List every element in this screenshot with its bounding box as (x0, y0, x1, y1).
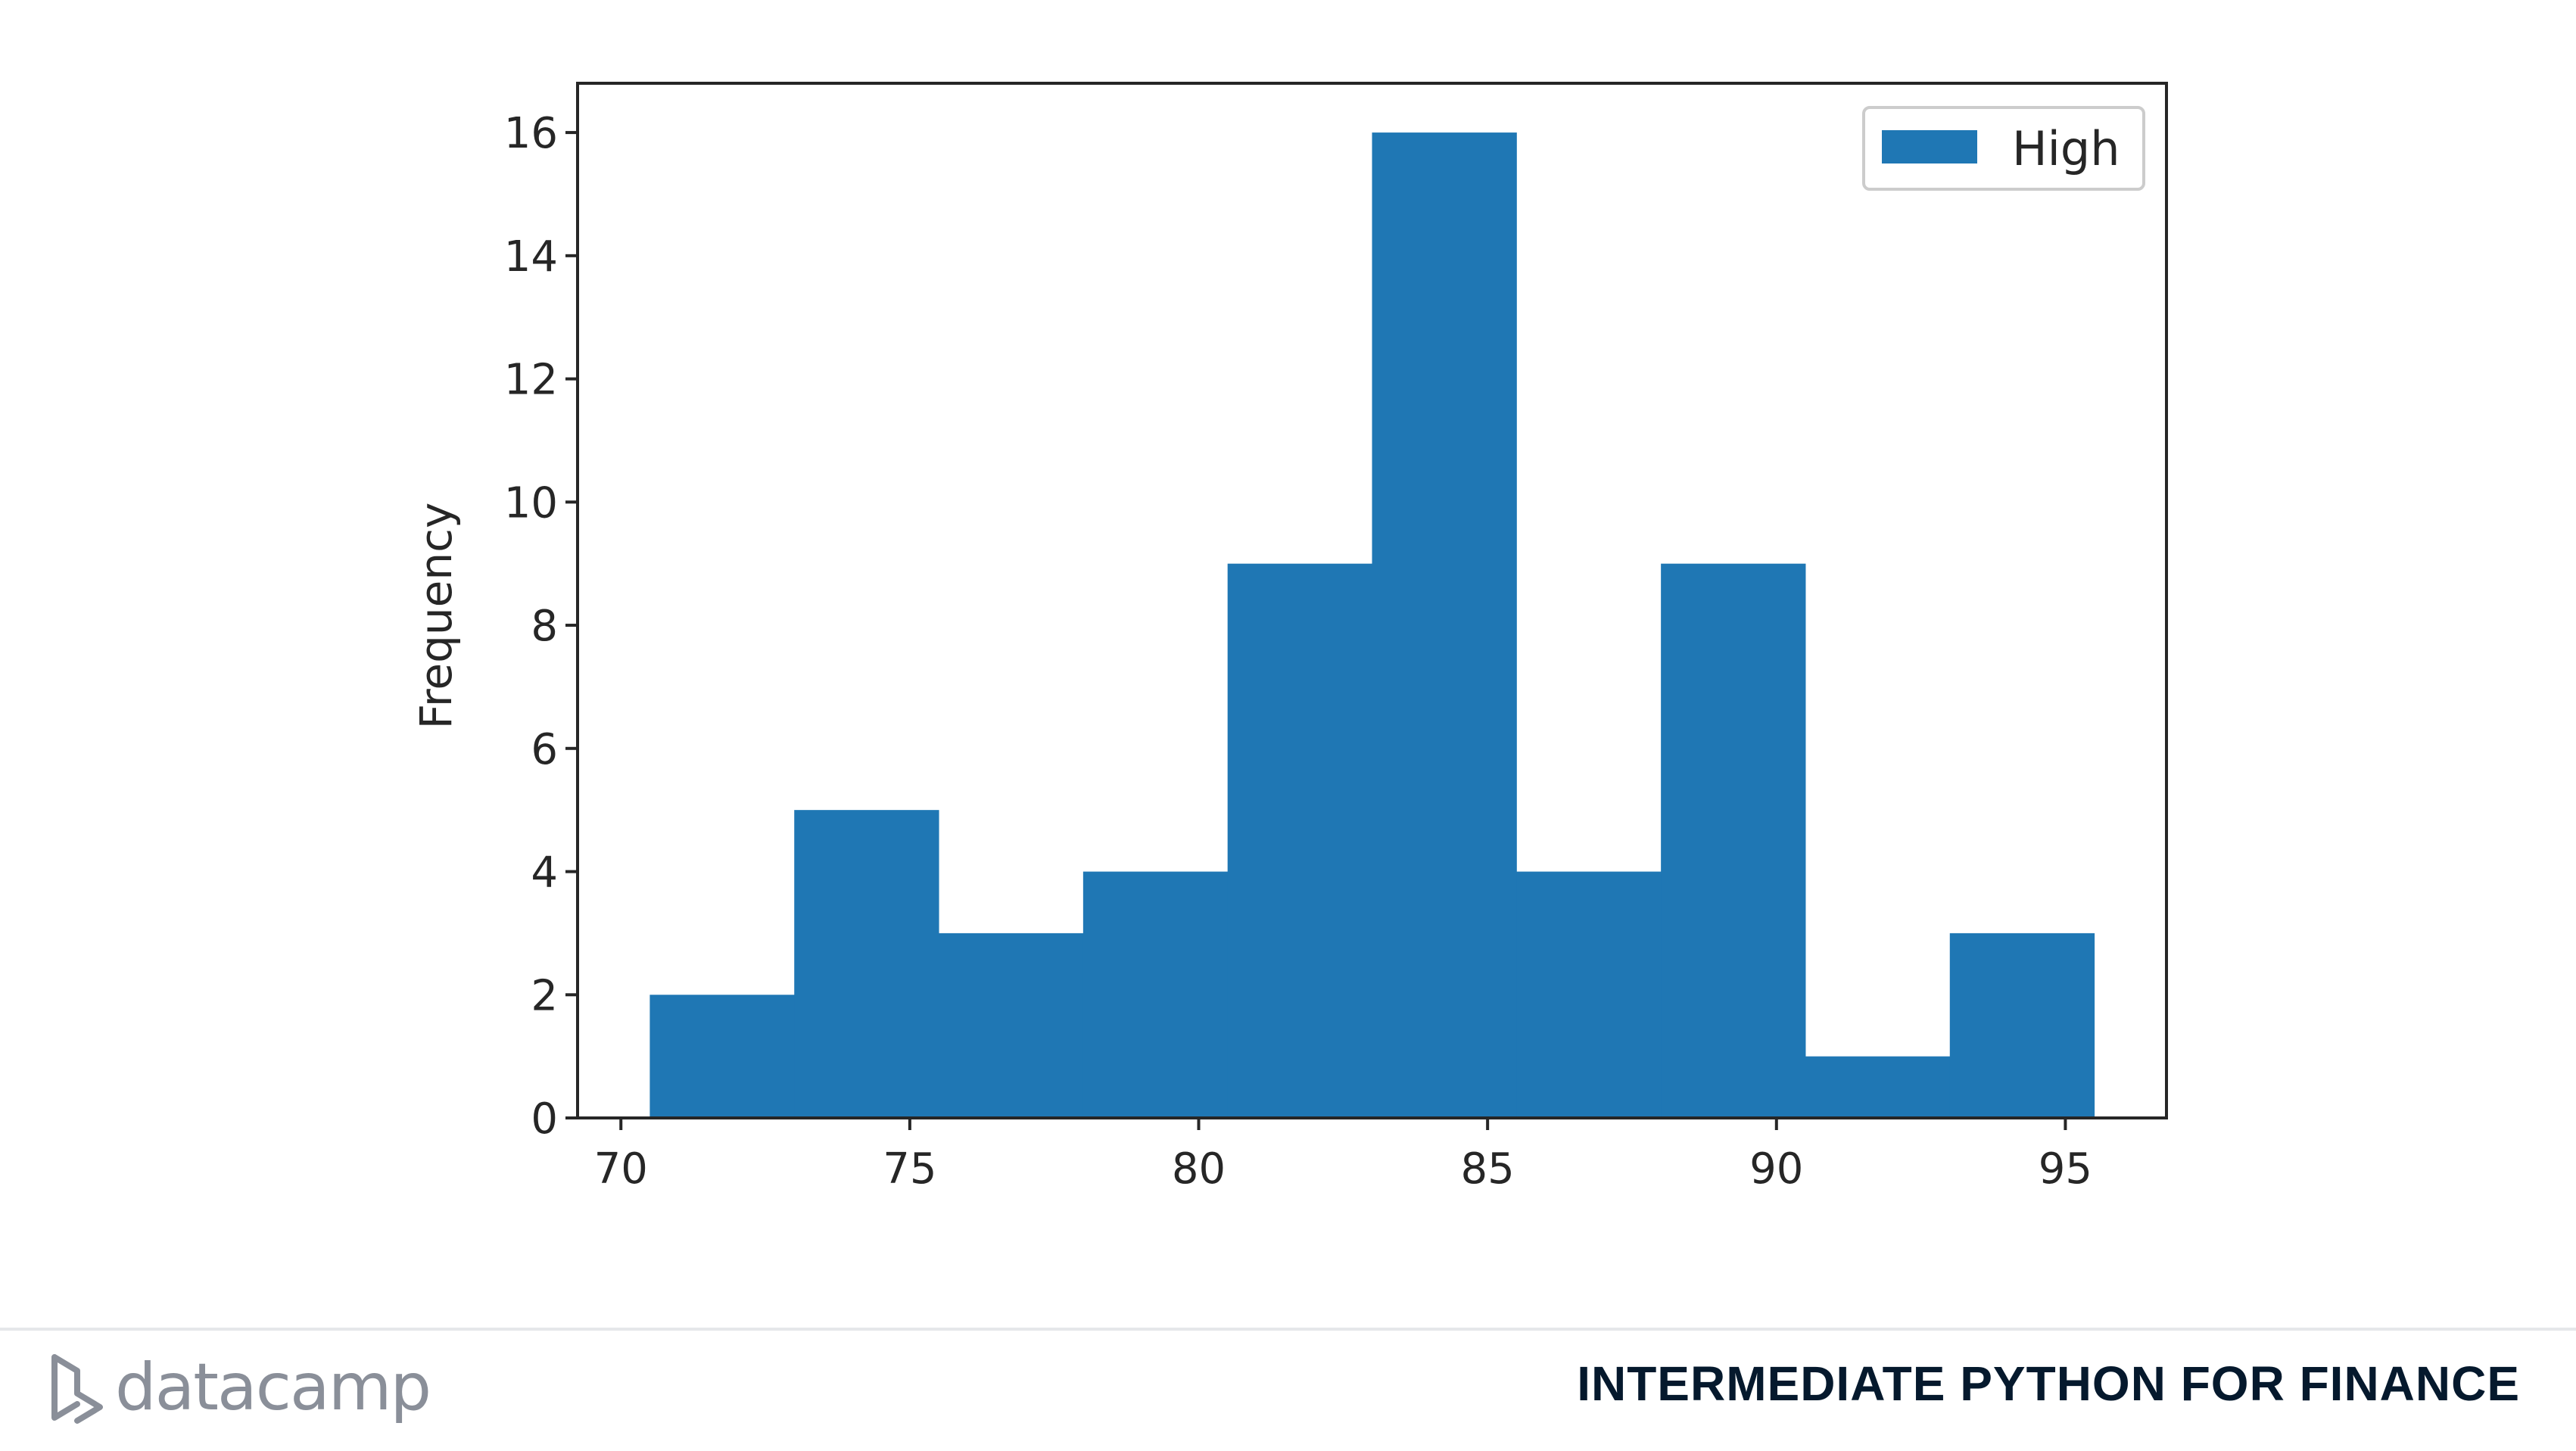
y-tick-label: 8 (531, 602, 558, 651)
histogram-bar (1949, 933, 2095, 1118)
y-tick-label: 16 (504, 109, 558, 158)
histogram-bar (1082, 871, 1229, 1118)
x-tick-label: 70 (594, 1144, 648, 1194)
legend-box (1862, 106, 2145, 191)
course-title: INTERMEDIATE PYTHON FOR FINANCE (1577, 1356, 2520, 1411)
datacamp-logo-icon (51, 1354, 103, 1424)
brand-name: datacamp (115, 1350, 431, 1425)
y-tick-label: 12 (504, 356, 558, 405)
histogram-bar (1516, 871, 1662, 1118)
x-tick-label: 80 (1172, 1144, 1226, 1194)
y-tick-label: 14 (504, 232, 558, 282)
legend: High (1862, 106, 2145, 191)
histogram-bar (1805, 1056, 1951, 1118)
histogram-bar (1227, 563, 1372, 1118)
histogram-bar (649, 995, 795, 1118)
y-tick-label: 0 (531, 1094, 558, 1144)
x-tick-label: 85 (1461, 1144, 1515, 1194)
x-tick-label: 90 (1749, 1144, 1803, 1194)
x-tick-label: 95 (2039, 1144, 2092, 1194)
y-tick-label: 4 (531, 848, 558, 898)
histogram-bar (794, 810, 939, 1118)
brand: datacamp (47, 1346, 431, 1429)
histogram-bar (939, 933, 1084, 1118)
bars-layer (649, 132, 2095, 1119)
y-tick-label: 2 (531, 971, 558, 1020)
legend-swatch (1882, 130, 1977, 163)
x-tick-label: 75 (883, 1144, 936, 1194)
plot-frame (576, 82, 2168, 1119)
x-axis: 70 75 80 85 90 95 (594, 1118, 2092, 1194)
legend-label: High (2012, 121, 2120, 176)
y-axis-label: Frequency (410, 503, 462, 730)
y-tick-label: 6 (531, 725, 558, 774)
histogram-bar (1661, 563, 1806, 1118)
histogram-chart: 0 2 4 6 8 10 12 14 16 70 75 80 85 90 95 Frequency Hig… (410, 82, 2168, 1194)
y-axis: 0 2 4 6 8 10 12 14 16 (504, 109, 578, 1144)
y-tick-label: 10 (504, 478, 558, 528)
footer-divider (0, 1328, 2576, 1331)
histogram-bar (1372, 132, 1517, 1119)
